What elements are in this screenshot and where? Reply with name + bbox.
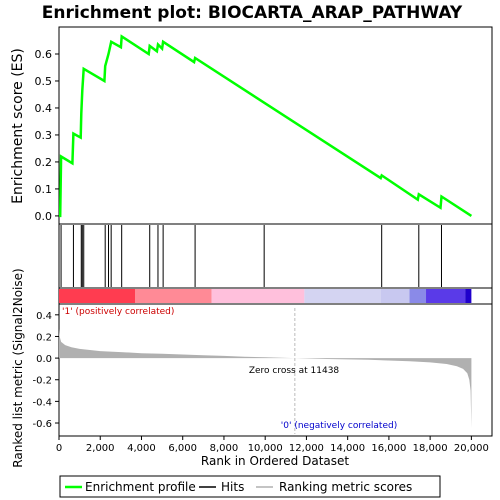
chart-title: Enrichment plot: BIOCARTA_ARAP_PATHWAY — [42, 3, 463, 23]
metric-y-axis: -0.6 -0.4 -0.2 0.0 0.2 0.4 — [32, 311, 59, 430]
metric-y-tick-label: 0.4 — [36, 311, 52, 322]
metric-x-tick-label: 18,000 — [413, 443, 448, 454]
legend-label-enrichment: Enrichment profile — [85, 480, 196, 494]
metric-x-axis: 0 2,000 4,000 6,000 8,000 10,000 12,000 14,000 1… — [56, 436, 489, 454]
es-y-tick-label: 0.6 — [35, 48, 53, 61]
ranking-color-bar-panel — [58, 287, 493, 305]
metric-y-tick-label: -0.2 — [32, 376, 52, 387]
es-panel-frame — [58, 26, 493, 225]
metric-y-tick-label: -0.4 — [32, 397, 52, 408]
es-y-tick-label: 0.4 — [35, 102, 53, 115]
hits-panel-frame — [58, 223, 493, 289]
metric-x-tick-label: 8,000 — [210, 443, 239, 454]
color-bar-segment — [409, 289, 427, 303]
legend-label-ranking: Ranking metric scores — [279, 480, 412, 494]
color-bar-segment — [135, 289, 212, 303]
metric-y-tick-label: 0.2 — [36, 332, 52, 343]
es-profile-line — [58, 34, 473, 218]
zero-cross-label: Zero cross at 11438 — [249, 366, 340, 376]
color-bar-segment — [211, 289, 305, 303]
metric-x-tick-label: 6,000 — [168, 443, 197, 454]
positive-correlation-label: '1' (positively correlated) — [62, 307, 174, 317]
metric-area — [59, 328, 472, 429]
es-y-tick-label: 0.5 — [35, 75, 53, 88]
metric-y-axis-label: Ranked list metric (Signal2Noise) — [11, 268, 25, 467]
metric-x-axis-label: Rank in Ordered Dataset — [201, 454, 349, 468]
hits-panel — [58, 223, 493, 289]
color-bar-segment — [59, 289, 136, 303]
metric-x-tick-label: 16,000 — [371, 443, 406, 454]
es-panel: 0.0 0.1 0.2 0.3 0.4 0.5 0.6 Enrichment score (… — [10, 26, 493, 225]
legend-frame — [59, 475, 441, 498]
es-y-tick-label: 0.0 — [35, 210, 53, 223]
color-bar-segment — [380, 289, 410, 303]
metric-panel: -0.6 -0.4 -0.2 0.0 0.2 0.4 0 2,000 4,000 6,000 8,… — [11, 268, 493, 468]
metric-panel-frame — [58, 303, 493, 437]
color-bar-segment — [426, 289, 466, 303]
negative-correlation-label: '0' (negatively correlated) — [281, 421, 397, 431]
color-bar-segment — [304, 289, 381, 303]
es-y-tick-label: 0.1 — [35, 183, 53, 196]
es-y-axis-label: Enrichment score (ES) — [10, 48, 26, 204]
metric-x-tick-label: 4,000 — [127, 443, 156, 454]
metric-x-tick-label: 14,000 — [330, 443, 365, 454]
es-y-axis: 0.0 0.1 0.2 0.3 0.4 0.5 0.6 — [35, 48, 59, 223]
metric-x-tick-label: 12,000 — [289, 443, 324, 454]
ranking-color-bar — [59, 289, 472, 303]
es-y-tick-label: 0.3 — [35, 129, 53, 142]
legend-label-hits: Hits — [221, 480, 244, 494]
color-bar-segment — [465, 289, 472, 303]
metric-y-tick-label: 0.0 — [36, 354, 52, 365]
metric-x-tick-label: 20,000 — [454, 443, 489, 454]
metric-x-tick-label: 10,000 — [248, 443, 283, 454]
metric-y-tick-label: -0.6 — [32, 419, 52, 430]
es-y-tick-label: 0.2 — [35, 156, 53, 169]
hit-marks — [60, 225, 442, 287]
metric-x-tick-label: 0 — [56, 443, 62, 454]
legend: Enrichment profile Hits Ranking metric s… — [59, 475, 441, 498]
metric-x-tick-label: 2,000 — [86, 443, 115, 454]
